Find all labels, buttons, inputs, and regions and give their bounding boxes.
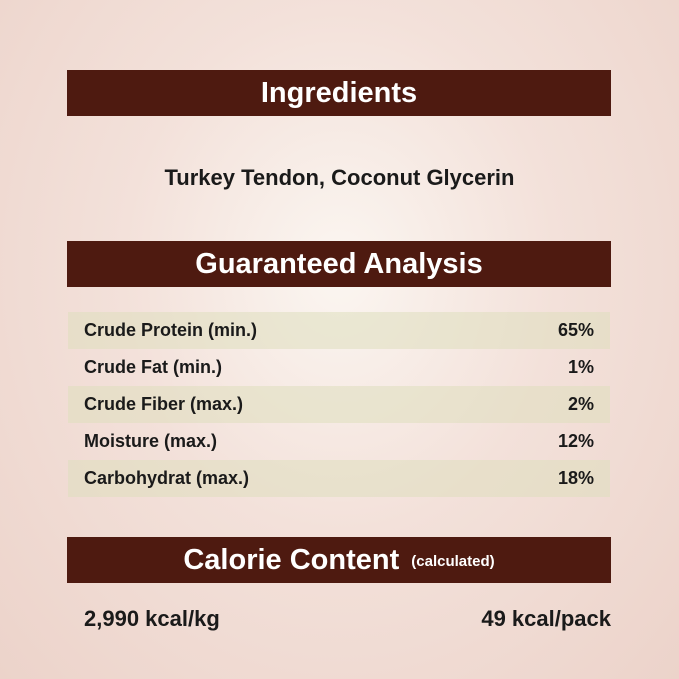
ingredients-banner: Ingredients — [67, 70, 611, 116]
calorie-title: Calorie Content — [183, 544, 400, 576]
row-label: Moisture (max.) — [84, 431, 218, 451]
analysis-row: Crude Fiber (max.) 2% — [68, 386, 610, 423]
analysis-row: Carbohydrat (max.) 18% — [68, 460, 610, 497]
ingredients-title: Ingredients — [260, 77, 418, 109]
row-value: 65% — [557, 320, 594, 340]
row-label: Crude Fiber (max.) — [84, 394, 244, 414]
row-label: Carbohydrat (max.) — [84, 468, 250, 488]
row-value: 1% — [567, 357, 594, 377]
analysis-row: Crude Protein (min.) 65% — [68, 312, 610, 349]
calorie-per-pack: 49 kcal/pack — [481, 606, 611, 631]
row-value: 18% — [557, 468, 594, 488]
row-label: Crude Protein (min.) — [84, 320, 258, 340]
analysis-row: Crude Fat (min.) 1% — [68, 349, 610, 386]
calorie-per-kg: 2,990 kcal/kg — [84, 606, 220, 631]
analysis-banner: Guaranteed Analysis — [67, 241, 611, 287]
analysis-row: Moisture (max.) 12% — [68, 423, 610, 460]
row-label: Crude Fat (min.) — [84, 357, 222, 377]
row-value: 2% — [567, 394, 594, 414]
ingredients-text: Turkey Tendon, Coconut Glycerin — [164, 165, 515, 190]
row-value: 12% — [557, 431, 594, 451]
calorie-banner: Calorie Content (calculated) — [67, 537, 611, 583]
calorie-subtitle: (calculated) — [411, 553, 495, 570]
analysis-title: Guaranteed Analysis — [195, 248, 483, 280]
